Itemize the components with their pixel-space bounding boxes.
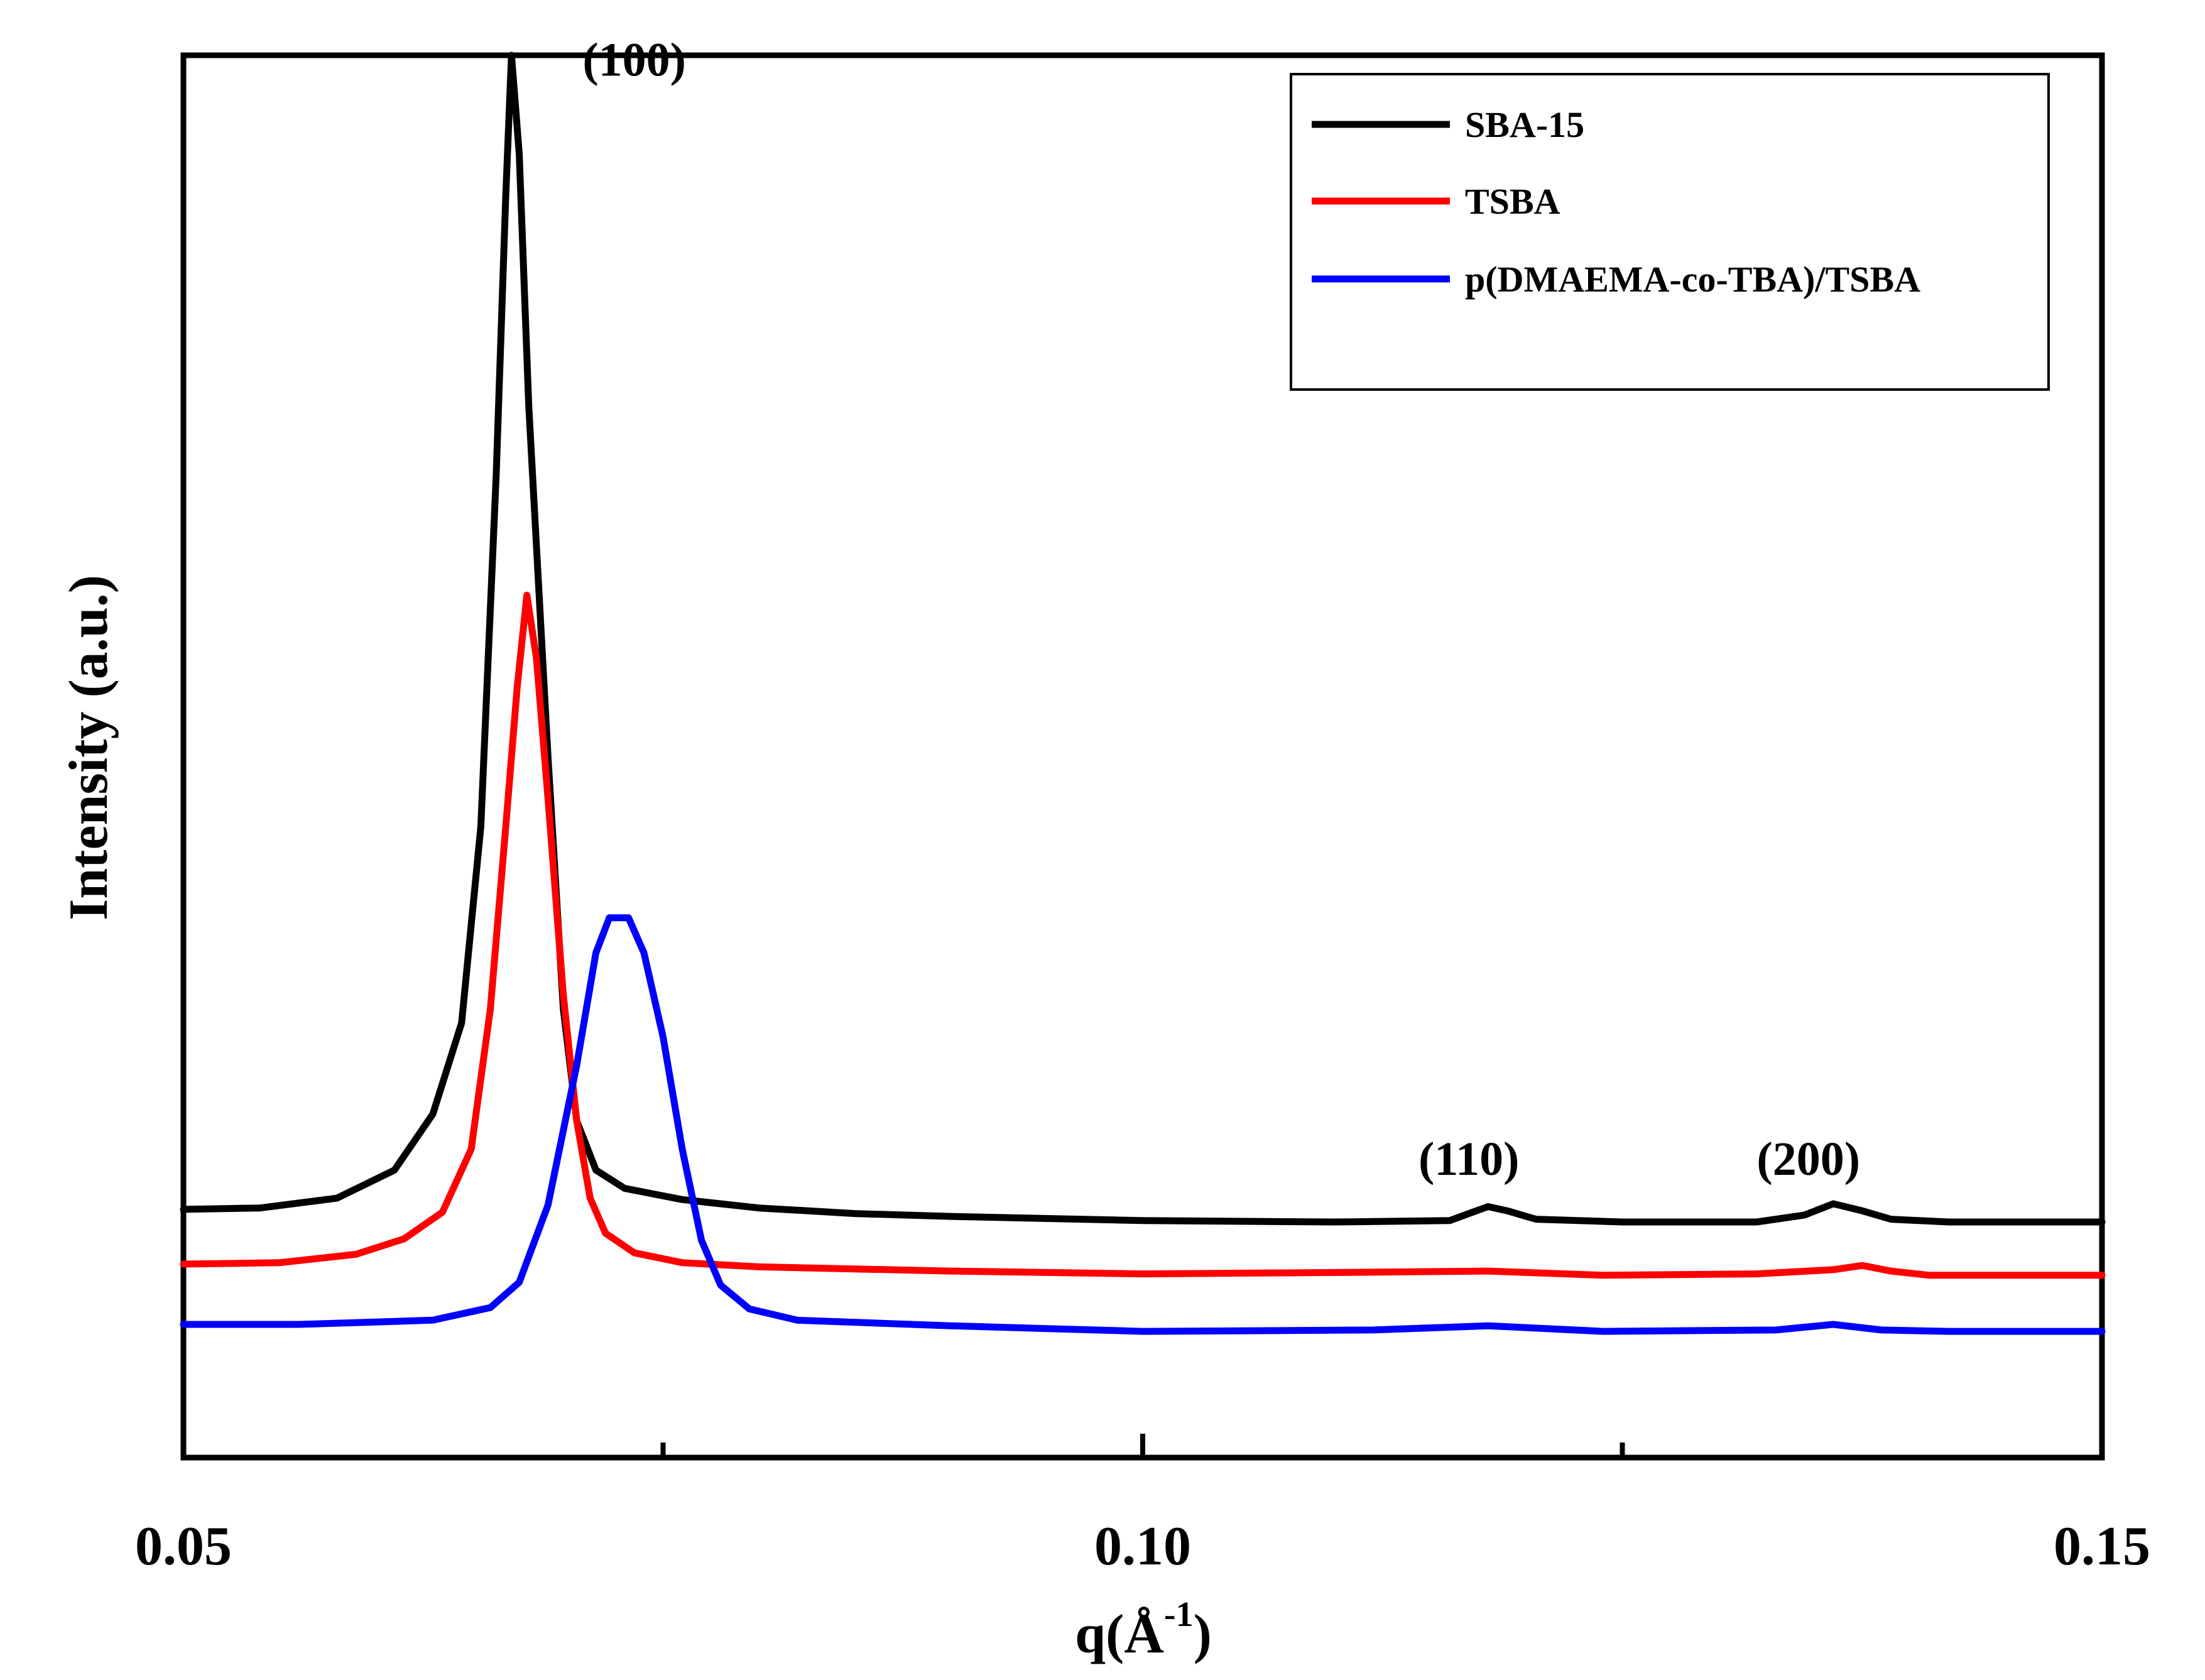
legend-label-tsba: TSBA <box>1465 181 1560 222</box>
x-tick-label: 0.05 <box>135 1516 232 1577</box>
x-axis: 0.05 0.10 0.15 <box>135 1434 2150 1577</box>
peak-label-100: (100) <box>582 33 686 86</box>
x-axis-title-suffix: ) <box>1194 1604 1212 1665</box>
x-tick-label: 0.15 <box>2054 1516 2150 1577</box>
series-line-polymer-tsba <box>180 914 2106 1335</box>
x-axis-title-exponent: -1 <box>1164 1595 1194 1634</box>
legend: SBA-15 TSBA p(DMAEMA-co-TBA)/TSBA <box>1290 73 2050 391</box>
legend-label-sba-15: SBA-15 <box>1465 104 1584 145</box>
series-group <box>180 52 2106 1335</box>
series-line-tsba <box>180 591 2106 1279</box>
series-line-sba-15 <box>180 52 2106 1226</box>
x-axis-title: q(Å-1) <box>1075 1595 1212 1665</box>
x-axis-title-prefix: q( <box>1075 1604 1124 1665</box>
peak-label-200: (200) <box>1756 1133 1860 1186</box>
peak-label-110: (110) <box>1418 1133 1519 1186</box>
legend-label-polymer-tsba: p(DMAEMA-co-TBA)/TSBA <box>1465 259 1920 300</box>
x-axis-title-unit: Å <box>1124 1604 1164 1665</box>
x-tick-label: 0.10 <box>1094 1516 1191 1577</box>
y-axis-title: Intensity (a.u.) <box>58 575 119 920</box>
